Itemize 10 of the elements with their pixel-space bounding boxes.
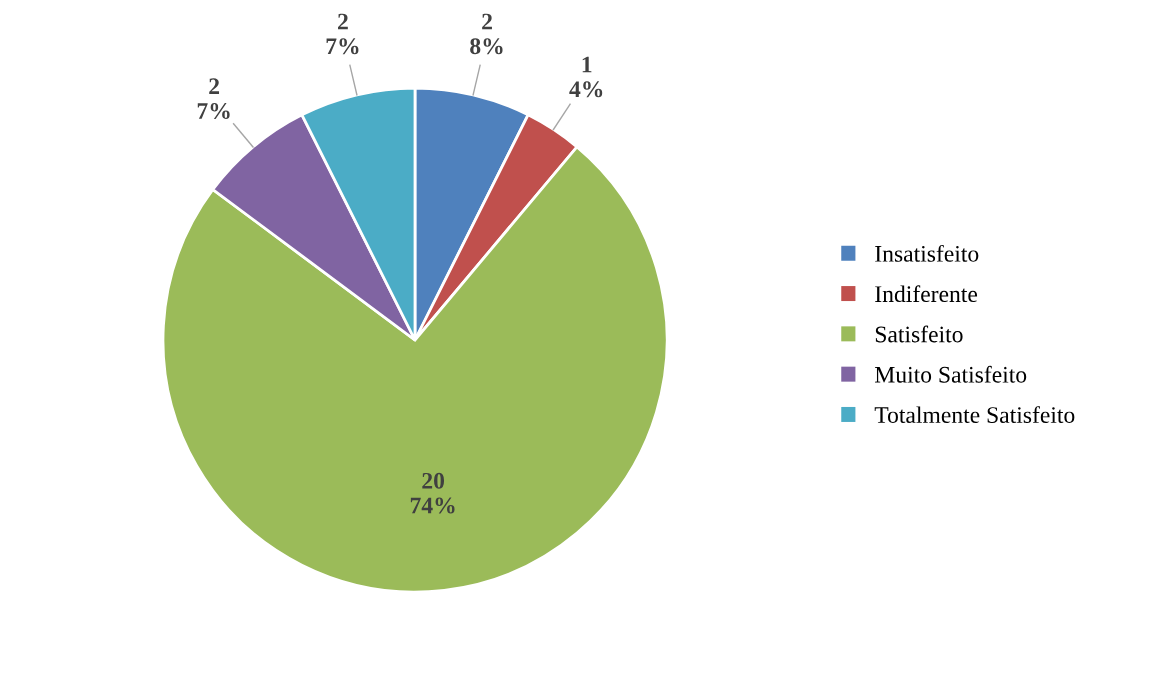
data-label: 1 4% [569, 56, 603, 98]
legend-label: Satisfeito [875, 325, 963, 343]
legend-label: Indiferente [875, 285, 978, 303]
legend-label: Totalmente Satisfeito [874, 406, 1075, 424]
data-label: 2 7% [326, 13, 359, 55]
data-label: 2 7% [197, 78, 230, 119]
data-label: 2 8% [470, 13, 503, 55]
legend-label: Muito Satisfeito [874, 365, 1027, 383]
legend-label: Insatisfeito [875, 244, 979, 262]
data-label: 20 74% [410, 472, 455, 514]
